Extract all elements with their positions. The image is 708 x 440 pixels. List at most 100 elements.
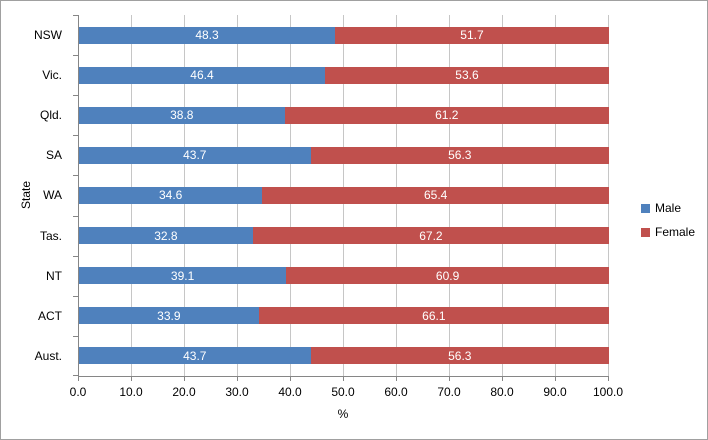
stacked-bar: 32.8 67.2 <box>79 227 609 245</box>
category-tick-mark <box>73 95 78 97</box>
x-tick-mark <box>131 377 132 381</box>
x-tick-mark <box>449 377 450 381</box>
x-tick-mark <box>608 377 609 381</box>
bar-row: 34.6 65.4 <box>79 175 609 215</box>
data-label: 32.8 <box>154 228 178 243</box>
data-label: 56.3 <box>448 348 472 363</box>
stacked-bar: 34.6 65.4 <box>79 186 609 204</box>
bar-row: 46.4 53.6 <box>79 55 609 95</box>
data-label: 66.1 <box>422 308 446 323</box>
bar-segment-female: 67.2 <box>252 227 609 245</box>
category-label: NSW <box>34 28 62 43</box>
x-tick-mark <box>78 377 79 381</box>
bar-segment-female: 66.1 <box>258 307 609 325</box>
category-tick-mark <box>73 295 78 297</box>
bar-segment-female: 56.3 <box>310 146 609 164</box>
data-label: 53.6 <box>455 68 479 83</box>
x-tick-label: 100.0 <box>592 385 624 399</box>
bar-segment-male: 32.8 <box>79 227 253 245</box>
category-label: WA <box>43 188 62 203</box>
stacked-bar: 33.9 66.1 <box>79 307 609 325</box>
data-label: 38.8 <box>170 108 194 123</box>
stacked-bar: 38.8 61.2 <box>79 106 609 124</box>
legend-swatch-icon <box>641 227 650 237</box>
data-label: 67.2 <box>419 228 443 243</box>
bar-row: 33.9 66.1 <box>79 296 609 336</box>
data-label: 65.4 <box>424 188 448 203</box>
category-tick-mark <box>73 215 78 217</box>
legend-item-female: Female <box>641 225 695 239</box>
legend: Male Female <box>641 201 695 249</box>
legend-label: Female <box>655 225 696 239</box>
data-label: 33.9 <box>157 308 181 323</box>
x-tick-label: 40.0 <box>278 385 302 399</box>
x-tick-label: 70.0 <box>437 385 461 399</box>
bar-segment-male: 43.7 <box>79 347 311 365</box>
legend-item-male: Male <box>641 201 695 215</box>
data-label: 61.2 <box>435 108 459 123</box>
stacked-bar: 46.4 53.6 <box>79 66 609 84</box>
data-label: 43.7 <box>183 348 207 363</box>
bar-row: 43.7 56.3 <box>79 135 609 175</box>
stacked-bar: 48.3 51.7 <box>79 26 609 44</box>
x-axis-title: % <box>337 407 349 421</box>
x-tick-label: 20.0 <box>172 385 196 399</box>
bar-segment-male: 48.3 <box>79 26 335 44</box>
bar-segment-male: 46.4 <box>79 66 325 84</box>
bar-row: 32.8 67.2 <box>79 216 609 256</box>
bar-segment-female: 60.9 <box>286 267 609 285</box>
x-tick-label: 50.0 <box>331 385 355 399</box>
stacked-bar: 43.7 56.3 <box>79 347 609 365</box>
data-label: 56.3 <box>448 148 472 163</box>
data-label: 46.4 <box>190 68 214 83</box>
plot-area: 48.3 51.7 46.4 53.6 38.8 61.2 43.7 56.3 34.6 65.4… <box>73 15 609 381</box>
x-tick-mark <box>396 377 397 381</box>
category-label: SA <box>45 148 62 163</box>
stacked-bar: 43.7 56.3 <box>79 146 609 164</box>
category-axis-labels: NSW Vic. Qld. SA WA Tas. NT ACT Aust. <box>1 15 71 376</box>
x-tick-label: 60.0 <box>384 385 408 399</box>
category-label: ACT <box>38 308 62 323</box>
bar-segment-male: 38.8 <box>79 106 285 124</box>
bar-segment-male: 33.9 <box>79 307 259 325</box>
data-label: 34.6 <box>159 188 183 203</box>
bar-segment-female: 51.7 <box>334 26 609 44</box>
category-tick-mark <box>73 175 78 177</box>
data-label: 60.9 <box>435 268 460 283</box>
bar-row: 48.3 51.7 <box>79 15 609 55</box>
bar-segment-female: 65.4 <box>262 186 609 204</box>
category-tick-mark <box>73 135 78 137</box>
x-axis-tick-labels: 0.0 10.0 20.0 30.0 40.0 50.0 60.0 70.0 80.0 90.0 1… <box>70 385 623 399</box>
category-label: NT <box>46 268 62 283</box>
data-label: 43.7 <box>183 148 207 163</box>
category-tick-mark <box>73 255 78 257</box>
bar-segment-female: 53.6 <box>324 66 609 84</box>
x-tick-label: 10.0 <box>119 385 143 399</box>
x-tick-mark <box>184 377 185 381</box>
category-tick-mark <box>73 55 78 57</box>
legend-swatch-icon <box>641 203 650 213</box>
data-label: 39.1 <box>170 268 195 283</box>
x-tick-mark <box>555 377 556 381</box>
category-tick-mark <box>73 15 78 16</box>
bar-segment-male: 43.7 <box>79 146 311 164</box>
x-tick-label: 80.0 <box>490 385 514 399</box>
bar-row: 43.7 56.3 <box>79 336 609 376</box>
x-tick-mark <box>343 377 344 381</box>
data-label: 48.3 <box>195 28 219 43</box>
bar-row: 39.1 60.9 <box>79 256 609 296</box>
category-label: Vic. <box>42 68 62 83</box>
bar-segment-male: 39.1 <box>79 267 287 285</box>
x-tick-mark <box>290 377 291 381</box>
x-tick-label: 90.0 <box>543 385 567 399</box>
category-label: Qld. <box>39 108 62 123</box>
bar-row: 38.8 61.2 <box>79 95 609 135</box>
x-tick-mark <box>502 377 503 381</box>
data-label: 51.7 <box>460 28 484 43</box>
x-tick-label: 30.0 <box>225 385 249 399</box>
category-label: Aust. <box>34 348 62 363</box>
bar-segment-female: 56.3 <box>310 347 609 365</box>
stacked-bar: 39.1 60.9 <box>79 267 609 285</box>
category-tick-mark <box>73 335 78 337</box>
